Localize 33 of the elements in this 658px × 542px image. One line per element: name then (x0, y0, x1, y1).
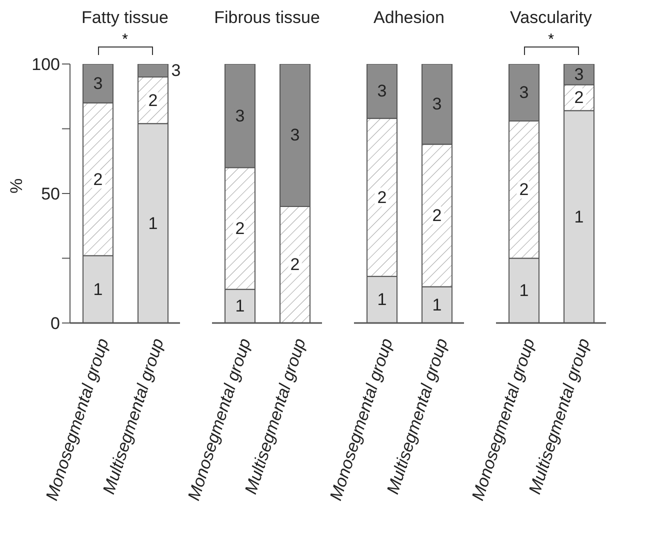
series-label: 2 (235, 218, 245, 238)
text: 1 (93, 280, 103, 299)
text: * (547, 31, 555, 48)
y-tick-label: 50 (41, 184, 60, 204)
series-label: 1 (519, 281, 529, 300)
series-label: 1 (148, 214, 158, 233)
text: 2 (93, 170, 103, 189)
series-label: 3 (235, 106, 245, 126)
text: 1 (377, 290, 387, 310)
chart-title: Adhesion (372, 8, 446, 29)
chart-title: Fatty tissue (82, 8, 168, 27)
text: 3 (290, 126, 300, 145)
text: 3 (519, 82, 529, 102)
text: 2 (432, 206, 442, 226)
y-tick-label: 0 (50, 314, 60, 334)
series-label: 3 (377, 82, 387, 101)
text: * (121, 31, 129, 48)
chart-title: Vascularity (510, 8, 592, 27)
chart-title: Fibrous tissue (213, 8, 321, 29)
text: 1 (574, 207, 584, 226)
series-label: 2 (148, 90, 158, 110)
text: 2 (290, 255, 300, 274)
series-label: 1 (235, 296, 245, 316)
y-axis-title: % (7, 178, 26, 194)
series-label: 2 (574, 88, 584, 108)
text: 3 (93, 74, 103, 93)
series-label: 3 (574, 64, 584, 84)
text: 3 (432, 94, 442, 114)
y-tick-label: 100 (32, 55, 60, 74)
series-label: 3 (171, 60, 181, 80)
series-label: 2 (377, 188, 387, 207)
series-label: 1 (432, 295, 442, 314)
text: 2 (519, 180, 529, 200)
